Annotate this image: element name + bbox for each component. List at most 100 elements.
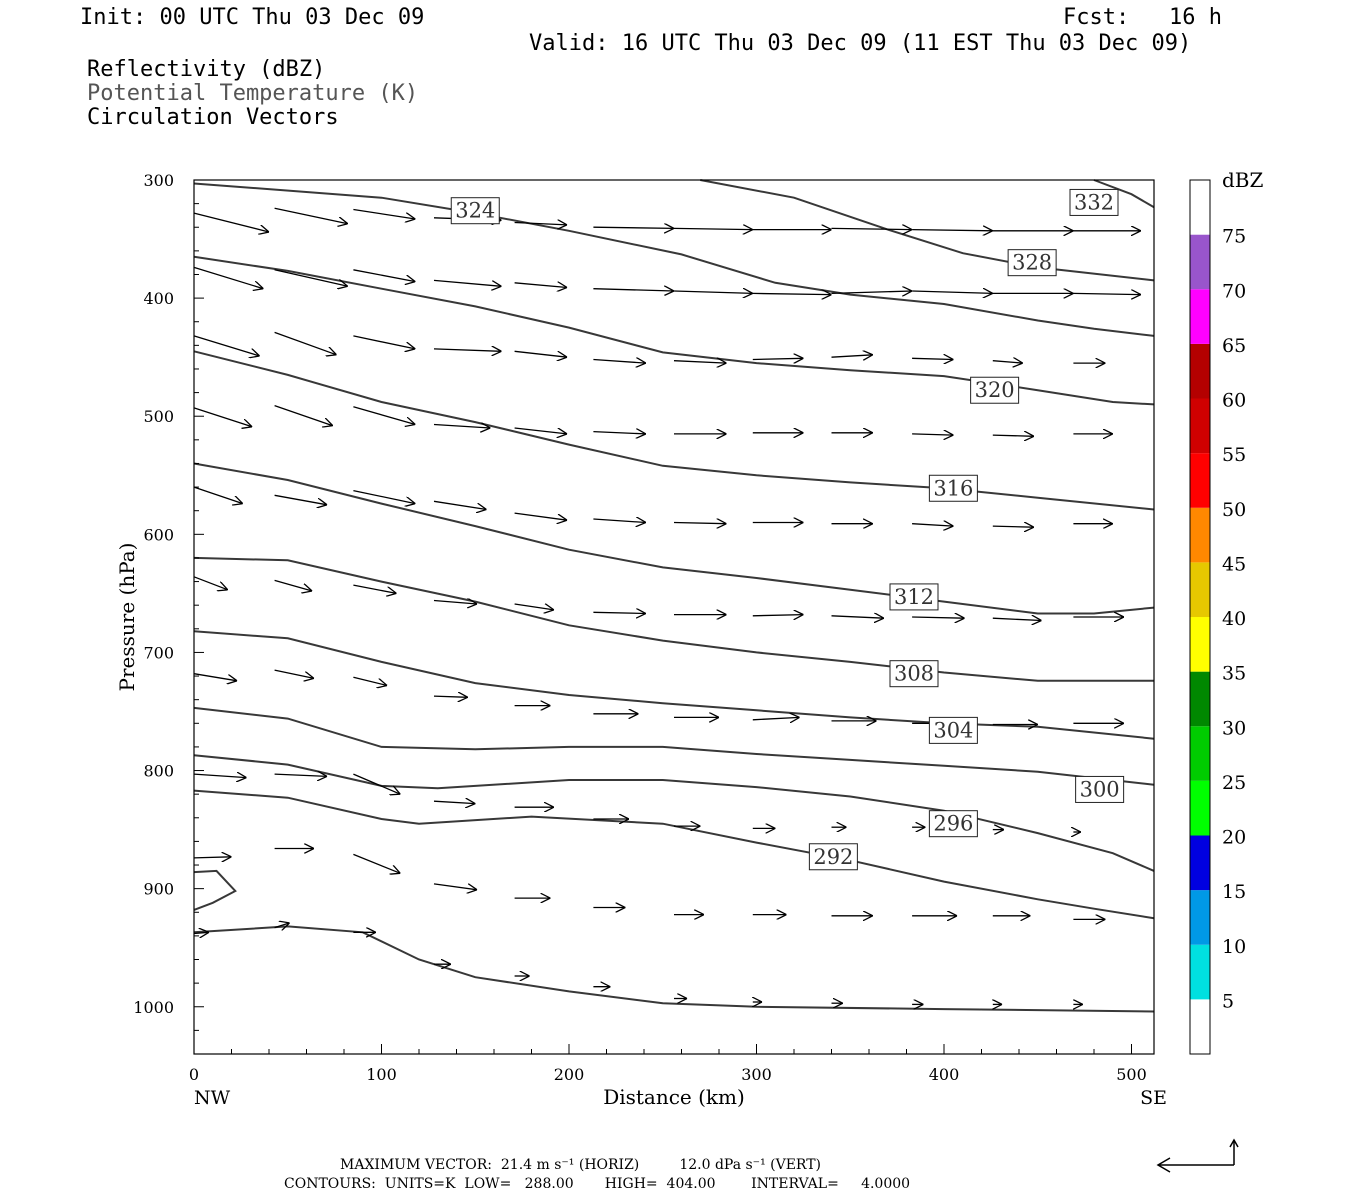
- x-tick-label: 200: [554, 1065, 585, 1084]
- circulation-vector: [752, 615, 804, 616]
- colorbar-level-label: 65: [1222, 335, 1246, 357]
- field-reflectivity: Reflectivity (dBZ): [87, 57, 326, 82]
- circulation-vector: [274, 669, 314, 678]
- circulation-vector: [752, 293, 832, 294]
- circulation-vector: [353, 335, 415, 349]
- circulation-vector: [514, 283, 568, 288]
- contour-label: 320: [975, 378, 1015, 402]
- theta-contour-316: [193, 350, 1155, 511]
- y-tick-label: 500: [143, 407, 174, 426]
- circulation-vector: [593, 519, 646, 523]
- theta-contour-304: [193, 630, 1155, 740]
- circulation-vector: [673, 523, 727, 524]
- valid-time: Valid: 16 UTC Thu 03 Dec 09 (11 EST Thu …: [529, 31, 1192, 56]
- contour-label-box: [808, 843, 858, 871]
- contour-label: 316: [933, 476, 973, 500]
- theta-contour-308: [193, 556, 1154, 682]
- theta-contour-328: [700, 179, 1155, 282]
- colorbar-level-label: 15: [1222, 881, 1246, 903]
- reference-vector-head-v: [1229, 1138, 1239, 1148]
- circulation-vector: [353, 208, 415, 220]
- circulation-vector: [433, 801, 475, 803]
- colorbar-swatch: [1190, 343, 1210, 399]
- contour-label: 304: [933, 718, 973, 742]
- circulation-vector: [433, 601, 477, 605]
- contour-label: 332: [1074, 190, 1114, 214]
- colorbar-level-label: 50: [1222, 499, 1246, 521]
- colorbar-level-label: 55: [1222, 444, 1246, 466]
- circulation-vector: [353, 269, 415, 282]
- circulation-vector: [193, 335, 260, 356]
- colorbar-level-label: 5: [1222, 990, 1234, 1012]
- y-tick-label: 1000: [133, 998, 174, 1017]
- colorbar-title: dBZ: [1222, 168, 1264, 192]
- circulation-vectors: [193, 207, 1141, 1004]
- contour-label: 328: [1012, 251, 1052, 275]
- colorbar-swatch: [1190, 180, 1210, 235]
- circulation-vector: [193, 266, 263, 288]
- contour-label-box: [970, 376, 1020, 404]
- theta-contour-312: [193, 462, 1155, 615]
- circulation-vector: [353, 406, 415, 425]
- y-tick-label: 800: [143, 762, 174, 781]
- y-axis-label: Pressure (hPa): [115, 543, 139, 692]
- contour-info: CONTOURS: UNITS=K LOW= 288.00 HIGH= 404.…: [284, 1176, 911, 1192]
- colorbar-level-label: 25: [1222, 772, 1246, 794]
- circulation-vector: [433, 696, 468, 697]
- circulation-vector: [514, 512, 568, 520]
- circulation-vector: [831, 616, 885, 618]
- colorbar-level-label: 10: [1222, 936, 1246, 958]
- colorbar-swatch: [1190, 453, 1210, 508]
- colorbar-swatch: [1190, 726, 1210, 781]
- circulation-vector: [433, 279, 502, 286]
- circulation-vector: [353, 773, 400, 794]
- plot-frame: [193, 179, 1155, 1055]
- colorbar-level-label: 35: [1222, 663, 1246, 685]
- contour-label-box: [889, 660, 939, 688]
- circulation-vector: [514, 350, 568, 357]
- y-tick-label: 700: [143, 643, 174, 662]
- circulation-vector: [193, 932, 209, 933]
- circulation-vector: [353, 853, 400, 873]
- dbz-colorbar: 5 10 15 20 25 30 35 40 45 50 55 60 65 70 75: [1189, 179, 1246, 1055]
- circulation-vector: [193, 576, 228, 590]
- colorbar-swatch: [1190, 780, 1210, 836]
- circulation-vector: [912, 358, 953, 359]
- contour-label-box: [928, 716, 978, 744]
- x-end-label-nw: NW: [194, 1087, 231, 1109]
- colorbar-level-label: 75: [1222, 226, 1246, 248]
- x-axis-label: Distance (km): [603, 1085, 745, 1109]
- circulation-vector: [514, 223, 568, 225]
- y-tick-label: 600: [143, 525, 174, 544]
- colorbar-level-label: 60: [1222, 390, 1246, 412]
- circulation-vector: [353, 489, 415, 504]
- circulation-vector: [433, 883, 477, 890]
- contour-label-box: [1069, 188, 1119, 216]
- circulation-vector: [673, 291, 753, 293]
- circulation-vector: [593, 360, 646, 364]
- circulation-vector: [593, 612, 646, 613]
- circulation-vector: [593, 227, 674, 228]
- contour-label-box: [928, 474, 978, 502]
- colorbar-level-label: 20: [1222, 827, 1246, 849]
- colorbar-swatch: [1190, 289, 1210, 344]
- theta-contour-292: [193, 789, 1155, 920]
- contour-label: 292: [813, 845, 853, 869]
- circulation-vector: [593, 432, 646, 434]
- circulation-vector: [353, 584, 396, 593]
- contour-labels: 332 328 324 320 316 312 308 304 300 296 292: [450, 188, 1125, 871]
- contour-label-box: [450, 197, 500, 225]
- circulation-vector: [752, 358, 804, 359]
- theta-contours: [193, 179, 1155, 1013]
- x-tick-label: 0: [189, 1065, 199, 1084]
- contour-label: 324: [455, 199, 495, 223]
- circulation-vector: [912, 230, 993, 231]
- contour-label: 300: [1080, 777, 1120, 801]
- y-tick-label: 300: [143, 171, 174, 190]
- theta-contour-288: [193, 869, 237, 911]
- theta-contour-324: [193, 182, 1155, 337]
- y-tick-label: 400: [143, 289, 174, 308]
- circulation-vector: [673, 228, 753, 229]
- circulation-vector: [274, 404, 333, 426]
